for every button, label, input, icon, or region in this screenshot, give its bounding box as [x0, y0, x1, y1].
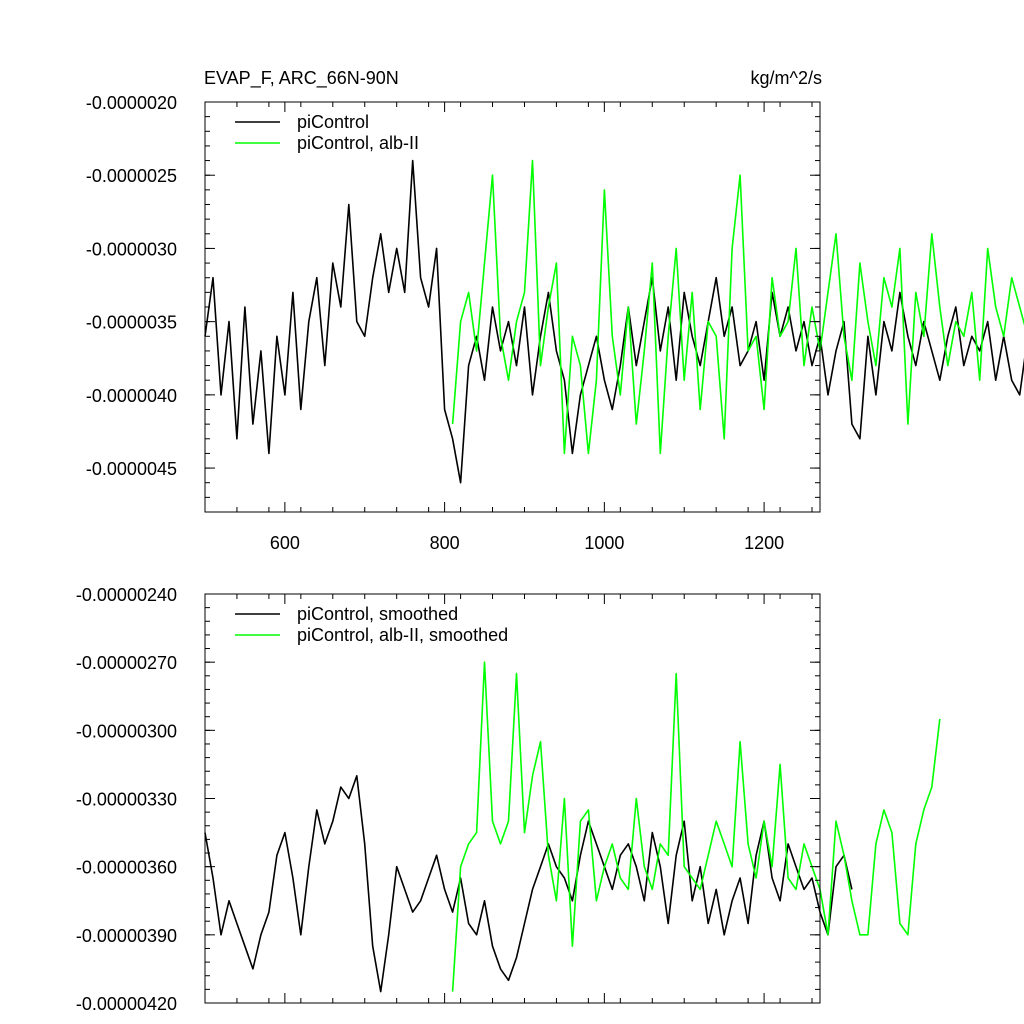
top-axes: -0.0000020 -0.0000025 -0.0000030 -0.0000035… — [86, 93, 821, 553]
x-tick-label: 600 — [270, 533, 300, 553]
top-series-group — [204, 159, 1024, 484]
y-tick-label: -0.00000390 — [76, 926, 177, 946]
y-tick-label: -0.00000330 — [76, 790, 177, 810]
x-tick-label: 1200 — [744, 533, 784, 553]
units-label: kg/m^2/s — [751, 68, 822, 88]
plot-frame-top — [204, 101, 821, 513]
series-line-top-alb-ii — [451, 159, 1024, 455]
series-line-top-picontrol — [204, 159, 1024, 484]
plot-frame-bottom — [204, 593, 821, 1004]
y-tick-label: -0.00000270 — [76, 653, 177, 673]
chart-title: EVAP_F, ARC_66N-90N — [204, 68, 399, 89]
y-tick-label: -0.0000040 — [86, 386, 177, 406]
x-tick-label: 1000 — [584, 533, 624, 553]
legend-label: piControl — [297, 112, 369, 132]
top-panel: EVAP_F, ARC_66N-90N kg/m^2/s -0.0000020-… — [86, 68, 1024, 553]
x-tick-label: 800 — [430, 533, 460, 553]
y-tick-label: -0.0000025 — [86, 166, 177, 186]
y-tick-label: -0.00000300 — [76, 721, 177, 741]
y-tick-label: -0.0000020 — [86, 93, 177, 113]
bottom-panel: -0.00000240 -0.00000270 -0.00000300 -0.0000… — [76, 585, 941, 1014]
y-tick-label: -0.00000360 — [76, 858, 177, 878]
y-tick-label: -0.0000045 — [86, 459, 177, 479]
series-line-bottom-alb-ii — [451, 661, 941, 992]
y-tick-label: -0.0000030 — [86, 239, 177, 259]
legend-label: piControl, alb-II — [297, 133, 419, 153]
y-tick-label: -0.0000035 — [86, 313, 177, 333]
y-tick-label: -0.00000240 — [76, 585, 177, 605]
bottom-axes: -0.00000240 -0.00000270 -0.00000300 -0.0000… — [76, 585, 821, 1014]
legend-label: piControl, smoothed — [297, 604, 458, 624]
bottom-series-group — [204, 661, 941, 993]
y-tick-label: -0.00000420 — [76, 994, 177, 1014]
legend-label: piControl, alb-II, smoothed — [297, 625, 508, 645]
series-line-bottom-picontrol — [204, 774, 853, 993]
